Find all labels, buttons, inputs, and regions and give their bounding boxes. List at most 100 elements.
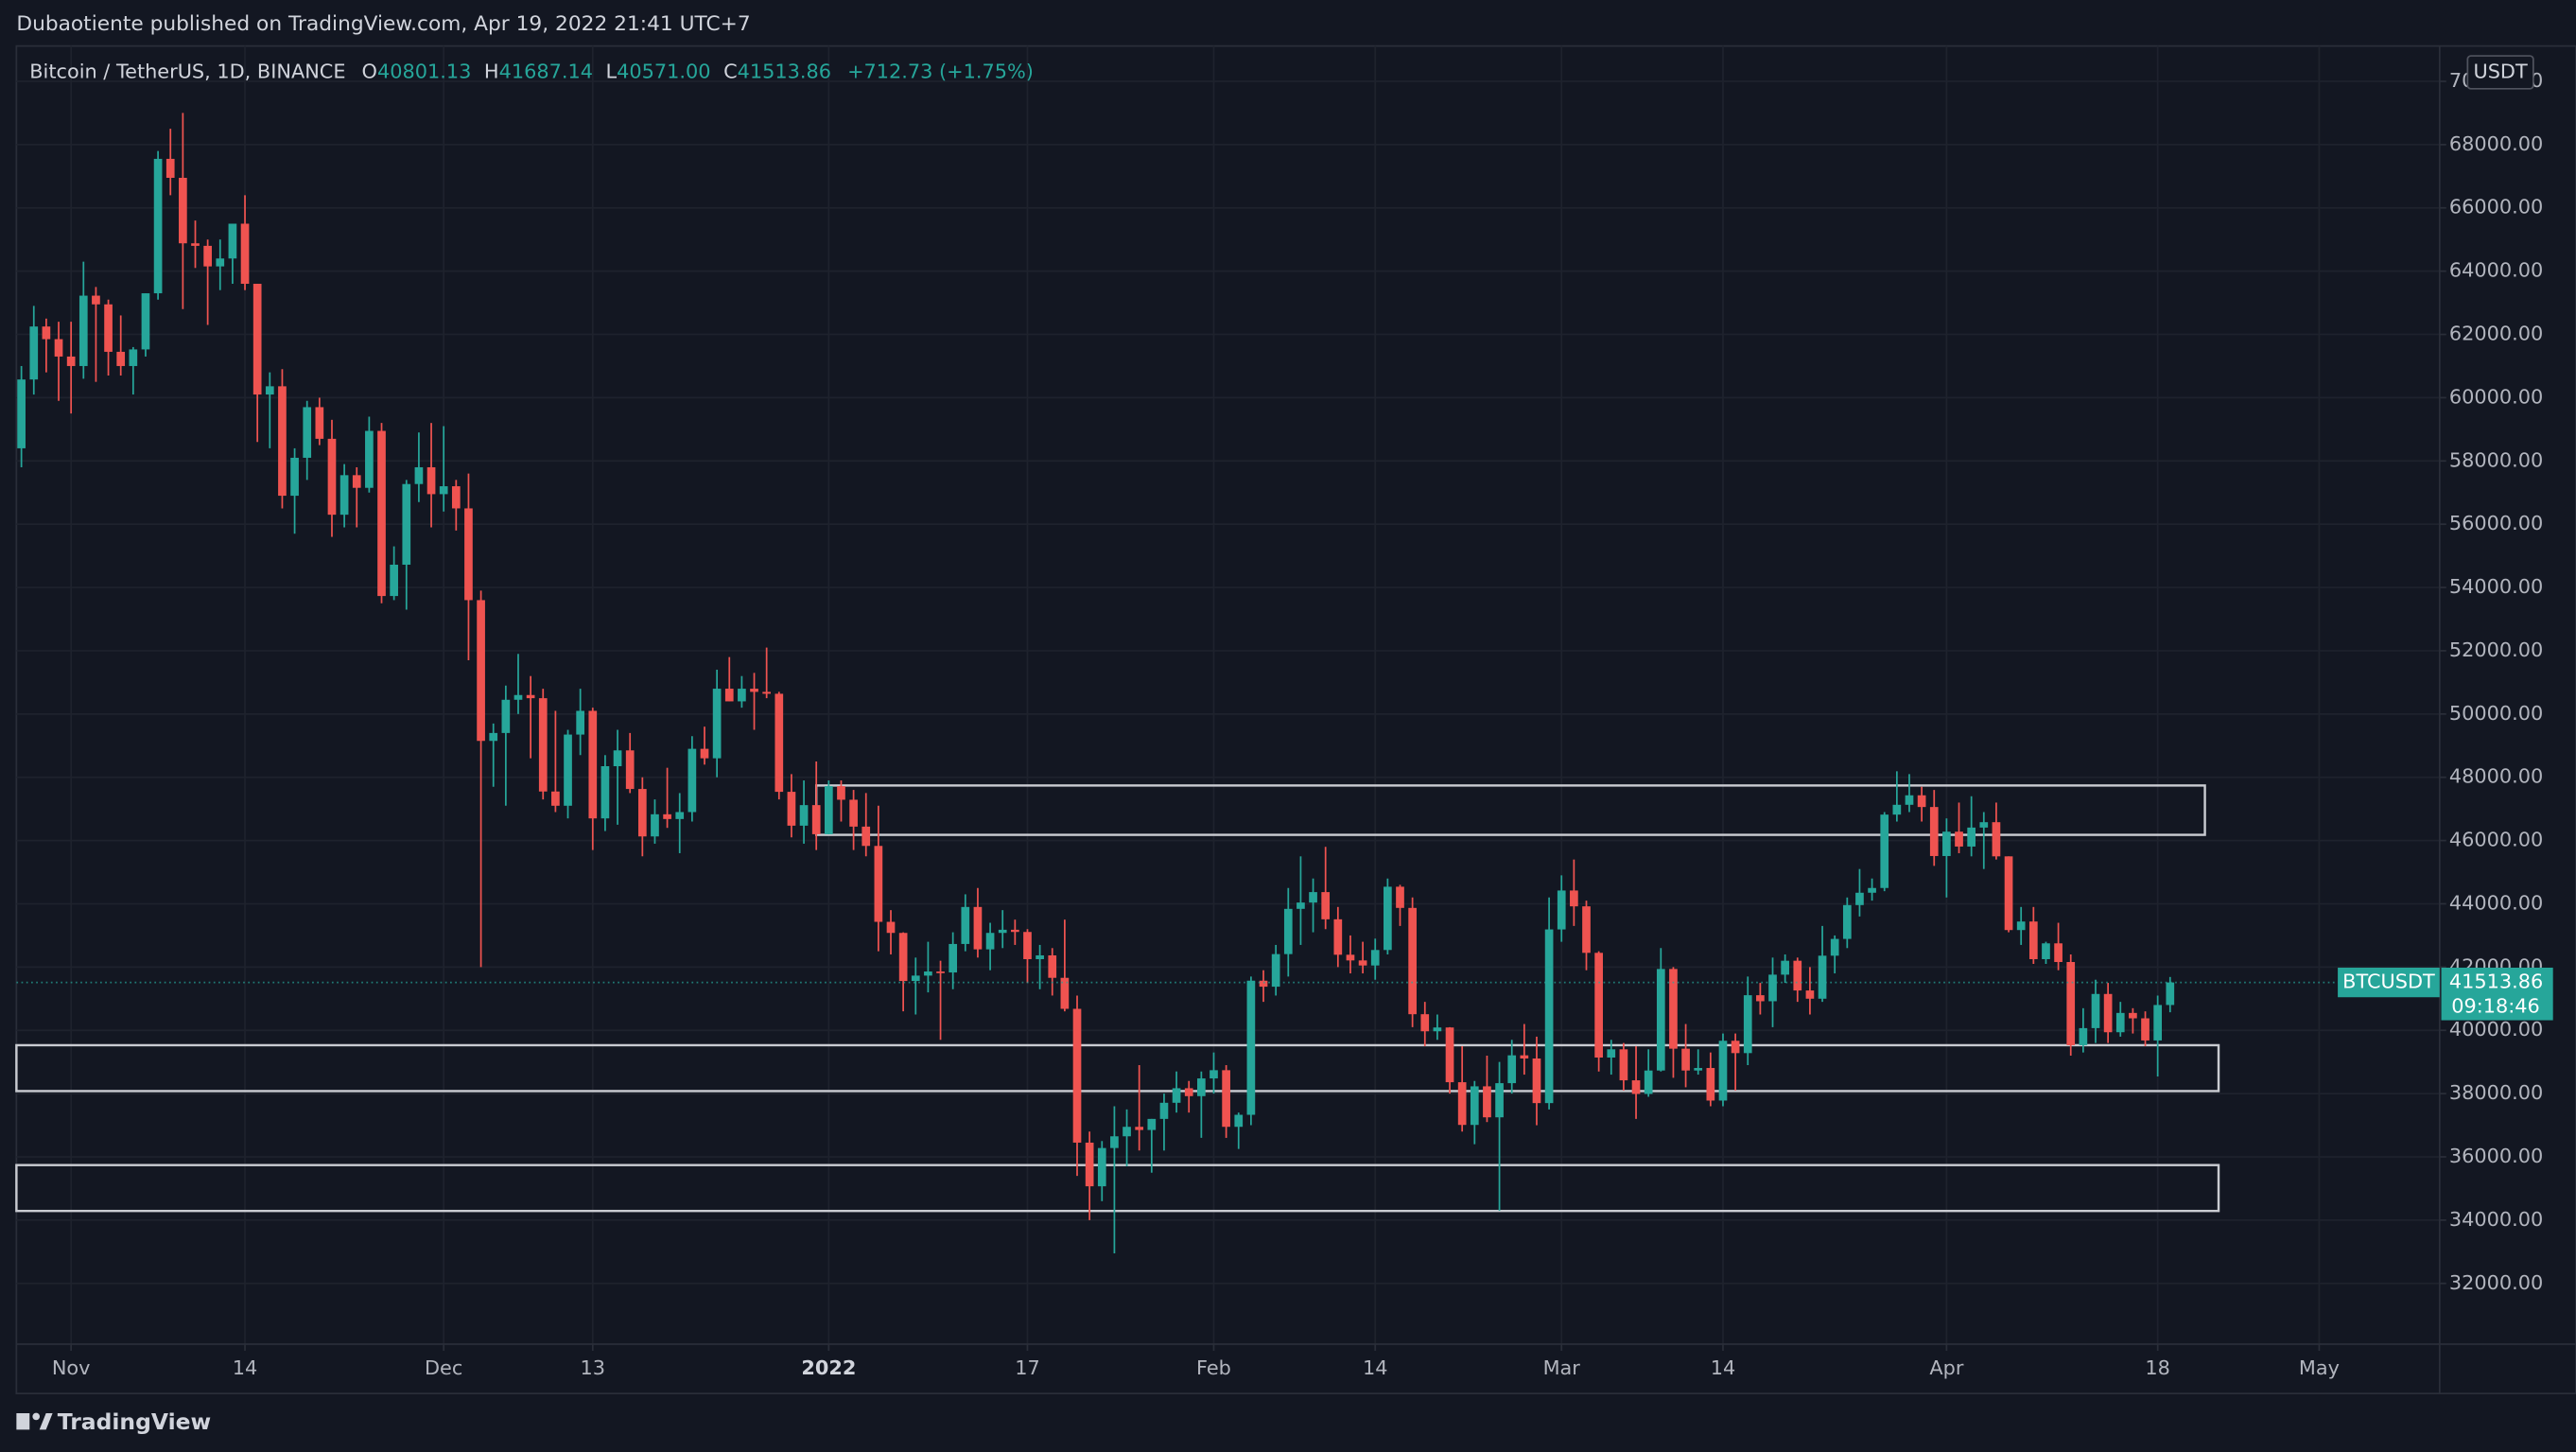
- high-label: H: [484, 60, 499, 82]
- candle-body: [365, 430, 374, 488]
- candle-body: [1905, 795, 1914, 805]
- candle-body: [1892, 804, 1902, 815]
- candle-body: [54, 339, 63, 357]
- candle-body: [464, 508, 473, 601]
- candle-body: [1929, 807, 1939, 856]
- candle-body: [1805, 990, 1815, 999]
- symbol-badge: [2338, 967, 2440, 998]
- candle-body: [1036, 954, 1044, 959]
- last-price-label: 41513.86: [2449, 971, 2543, 993]
- candle-body: [1396, 886, 1404, 908]
- candle-body: [153, 158, 163, 294]
- countdown-label: 09:18:46: [2451, 995, 2540, 1018]
- x-tick-label: Mar: [1543, 1356, 1581, 1379]
- candle-body: [1384, 886, 1392, 951]
- candle-body: [1855, 892, 1864, 905]
- close-label: C: [723, 60, 738, 82]
- candle-body: [1457, 1082, 1467, 1126]
- zone-box: [15, 1163, 2220, 1213]
- candle-body: [1408, 907, 1417, 1015]
- candle-body: [1346, 954, 1355, 961]
- candle-body: [1309, 892, 1317, 903]
- grid: [16, 45, 2440, 1345]
- candle-body: [1010, 929, 1019, 933]
- candle-body: [1210, 1070, 1218, 1079]
- x-tick-label: 13: [581, 1356, 606, 1379]
- candle-body: [936, 971, 945, 973]
- publish-info: Dubaotiente published on TradingView.com…: [16, 12, 750, 36]
- x-tick-label: 14: [1711, 1356, 1736, 1379]
- candle-body: [1718, 1041, 1728, 1101]
- candle-body: [1470, 1086, 1479, 1126]
- candle-body: [911, 975, 920, 982]
- candle-body: [576, 710, 584, 735]
- candle-body: [1197, 1078, 1206, 1096]
- x-tick-label: Apr: [1929, 1356, 1963, 1379]
- candle-body: [1917, 795, 1926, 808]
- candle-body: [1495, 1083, 1504, 1118]
- candle-body: [1979, 822, 1989, 828]
- candle-body: [2066, 962, 2076, 1045]
- candle-body: [1097, 1147, 1106, 1187]
- x-tick-label: Nov: [52, 1356, 91, 1379]
- y-tick-label: 62000.00: [2449, 323, 2543, 345]
- y-tick-label: 48000.00: [2449, 765, 2543, 788]
- price-badge: [2441, 967, 2553, 1021]
- logo-mark: [16, 1413, 30, 1430]
- candle-body: [240, 223, 250, 285]
- y-tick-label: 44000.00: [2449, 891, 2543, 914]
- candle-body: [352, 475, 361, 488]
- candle-body: [2153, 1005, 2163, 1041]
- candle-body: [1607, 1049, 1616, 1058]
- y-tick-label: 52000.00: [2449, 639, 2543, 661]
- unit-badge[interactable]: [2466, 55, 2534, 90]
- candle-body: [898, 933, 908, 982]
- candle-body: [327, 438, 337, 516]
- candle-body: [1681, 1048, 1690, 1071]
- candle-body: [1507, 1055, 1517, 1084]
- candles: [17, 113, 2175, 1253]
- candle-body: [1159, 1102, 1169, 1119]
- footer: TradingView: [16, 1408, 211, 1435]
- candle-body: [2091, 993, 2100, 1028]
- candle-body: [588, 710, 598, 819]
- candle-body: [92, 295, 100, 305]
- y-tick-label: 56000.00: [2449, 512, 2543, 534]
- candle-body: [824, 786, 833, 834]
- y-tick-label: 50000.00: [2449, 702, 2543, 725]
- logo-slash: [39, 1413, 53, 1430]
- candle-body: [1085, 1142, 1094, 1187]
- open-label: O: [362, 60, 377, 82]
- axes: 32000.00 34000.00 36000.00 38000.00 40000.00…: [52, 69, 2543, 1379]
- candle-body: [1483, 1086, 1491, 1118]
- candle-body: [1420, 1014, 1430, 1032]
- candle-body: [216, 258, 225, 267]
- candle-body: [2115, 1012, 2125, 1033]
- candle-body: [526, 694, 535, 699]
- candle-body: [29, 326, 39, 380]
- candle-body: [2103, 993, 2113, 1033]
- y-tick-label: 46000.00: [2449, 829, 2543, 851]
- candle-body: [1060, 977, 1070, 1009]
- candle-body: [303, 407, 312, 458]
- chart-legend: Bitcoin / TetherUS, 1D, BINANCE O40801.1…: [29, 60, 1034, 82]
- candle-body: [2042, 943, 2050, 959]
- candle-body: [1818, 955, 1827, 999]
- footer-brand: TradingView: [58, 1408, 211, 1435]
- candle-body: [538, 698, 548, 792]
- y-tick-label: 32000.00: [2449, 1271, 2543, 1294]
- open-value: 40801.13: [377, 60, 471, 82]
- candle-body: [1520, 1055, 1529, 1058]
- candle-body: [2141, 1018, 2150, 1041]
- candle-body: [849, 799, 858, 827]
- candle-body: [1842, 904, 1852, 939]
- candle-body: [1768, 974, 1777, 1002]
- candle-body: [1967, 827, 1976, 847]
- candle-body: [874, 846, 883, 922]
- candle-body: [179, 177, 187, 244]
- candle-body: [837, 786, 845, 800]
- candle-body: [613, 750, 622, 766]
- candle-body: [775, 693, 784, 793]
- logo-dot: [32, 1412, 41, 1421]
- x-tick-label: 18: [2145, 1356, 2170, 1379]
